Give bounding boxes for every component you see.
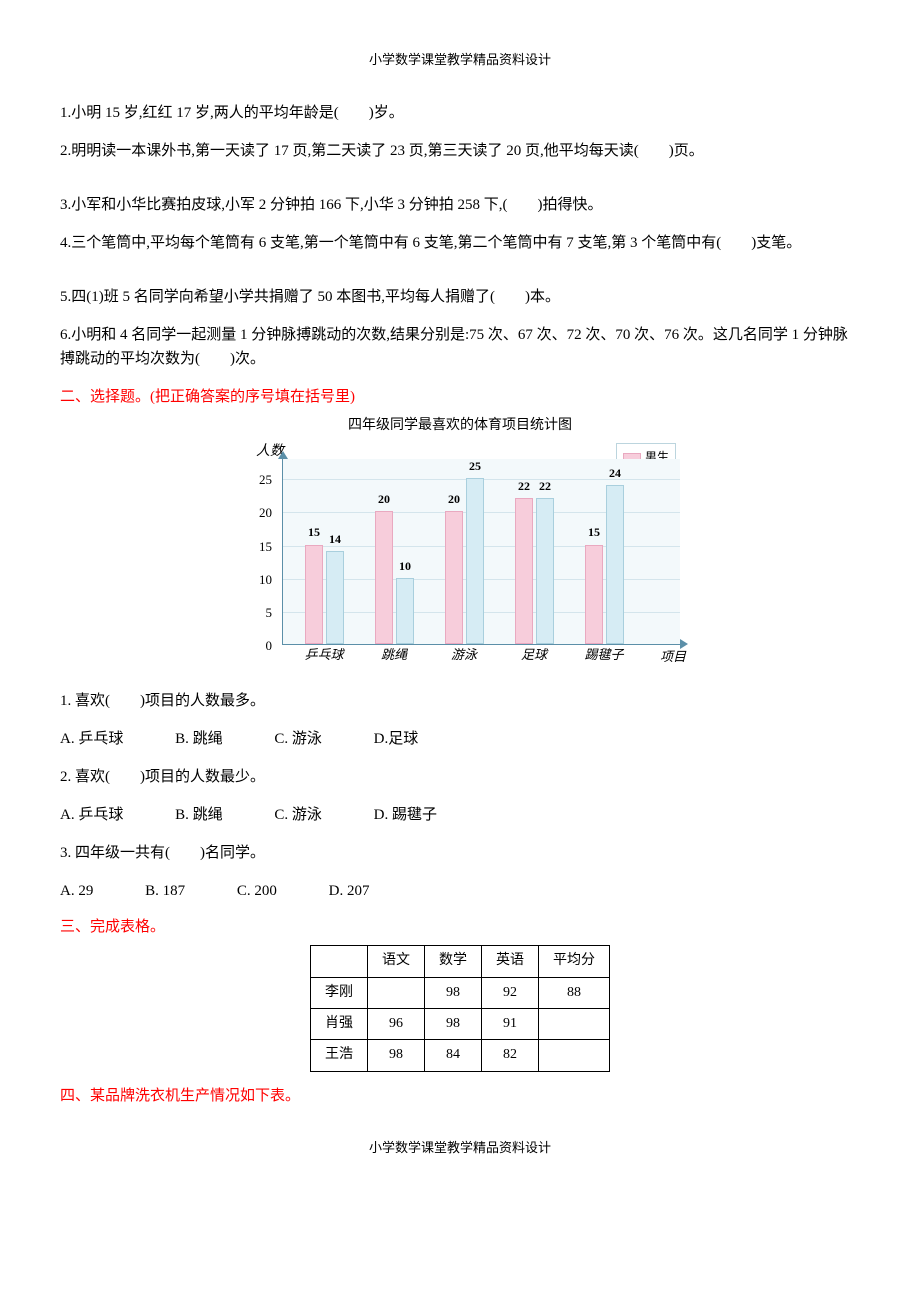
mc3-opt-a[interactable]: A. 29: [60, 879, 93, 903]
question-5: 5.四(1)班 5 名同学向希望小学共捐赠了 50 本图书,平均每人捐赠了( )…: [60, 285, 860, 309]
chart-xlabel: 项目: [660, 647, 686, 668]
mc-question-3: 3. 四年级一共有( )名同学。: [60, 841, 860, 865]
x-category-label: 踢毽子: [577, 645, 631, 666]
bar-female: [326, 551, 344, 644]
mc1-opt-b[interactable]: B. 跳绳: [175, 727, 223, 751]
bar-female: [606, 485, 624, 644]
mc2-options: A. 乒乓球 B. 跳绳 C. 游泳 D. 踢毽子: [60, 803, 860, 827]
table-header-cell: 平均分: [539, 946, 610, 977]
table-row: 王浩988482: [311, 1040, 610, 1071]
mc3-opt-b[interactable]: B. 187: [145, 879, 185, 903]
page-header: 小学数学课堂教学精品资料设计: [60, 50, 860, 71]
section-4-heading: 四、某品牌洗衣机生产情况如下表。: [60, 1084, 860, 1108]
mc3-options: A. 29 B. 187 C. 200 D. 207: [60, 879, 860, 903]
mc1-opt-d[interactable]: D.足球: [374, 727, 419, 751]
mc2-opt-a[interactable]: A. 乒乓球: [60, 803, 123, 827]
table-cell: 88: [539, 977, 610, 1008]
mc2-opt-d[interactable]: D. 踢毽子: [374, 803, 437, 827]
table-cell: [539, 1040, 610, 1071]
table-header-cell: 英语: [482, 946, 539, 977]
section-2-heading: 二、选择题。(把正确答案的序号填在括号里): [60, 385, 860, 409]
mc1-options: A. 乒乓球 B. 跳绳 C. 游泳 D.足球: [60, 727, 860, 751]
bar-male: [305, 545, 323, 645]
table-row: 李刚 989288: [311, 977, 610, 1008]
question-2: 2.明明读一本课外书,第一天读了 17 页,第二天读了 23 页,第三天读了 2…: [60, 139, 860, 163]
mc1-opt-c[interactable]: C. 游泳: [274, 727, 322, 751]
table-header-cell: [311, 946, 368, 977]
bar-male-value: 15: [579, 523, 609, 542]
question-4: 4.三个笔筒中,平均每个笔筒有 6 支笔,第一个笔筒中有 6 支笔,第二个笔筒中…: [60, 231, 860, 255]
bar-female: [536, 498, 554, 644]
table-cell: 王浩: [311, 1040, 368, 1071]
table-cell: 92: [482, 977, 539, 1008]
mc-question-1: 1. 喜欢( )项目的人数最多。: [60, 689, 860, 713]
mc1-opt-a[interactable]: A. 乒乓球: [60, 727, 123, 751]
table-header-cell: 数学: [425, 946, 482, 977]
question-1: 1.小明 15 岁,红红 17 岁,两人的平均年龄是( )岁。: [60, 101, 860, 125]
y-tick-label: 20: [250, 503, 272, 524]
mc2-opt-c[interactable]: C. 游泳: [274, 803, 322, 827]
table-cell: 91: [482, 1008, 539, 1039]
bar-male: [375, 511, 393, 644]
table-cell: [539, 1008, 610, 1039]
table-cell: 98: [425, 1008, 482, 1039]
mc3-opt-d[interactable]: D. 207: [329, 879, 370, 903]
chart-plot-area: 项目 1514乒乓球2010跳绳2025游泳2222足球1524踢毽子: [282, 459, 680, 645]
chart-body: 人数 男生 女生 项目 1514乒乓球2010跳绳2025游泳2222足球152…: [230, 441, 690, 671]
table-row: 肖强969891: [311, 1008, 610, 1039]
bar-male-value: 20: [369, 490, 399, 509]
bar-male: [445, 511, 463, 644]
table-header-row: 语文数学英语平均分: [311, 946, 610, 977]
table-cell: 82: [482, 1040, 539, 1071]
x-category-label: 足球: [507, 645, 561, 666]
scores-table: 语文数学英语平均分李刚989288肖强969891王浩988482: [310, 945, 610, 1072]
mc2-opt-b[interactable]: B. 跳绳: [175, 803, 223, 827]
table-cell: 98: [425, 977, 482, 1008]
mc-question-2: 2. 喜欢( )项目的人数最少。: [60, 765, 860, 789]
x-category-label: 游泳: [437, 645, 491, 666]
section-3-heading: 三、完成表格。: [60, 915, 860, 939]
bar-male: [515, 498, 533, 644]
table-header-cell: 语文: [368, 946, 425, 977]
y-tick-label: 10: [250, 570, 272, 591]
bar-male: [585, 545, 603, 645]
table-cell: 98: [368, 1040, 425, 1071]
bar-female-value: 14: [320, 530, 350, 549]
question-6: 6.小明和 4 名同学一起测量 1 分钟脉搏跳动的次数,结果分别是:75 次、6…: [60, 323, 860, 371]
y-tick-label: 15: [250, 537, 272, 558]
table-cell: [368, 977, 425, 1008]
mc3-opt-c[interactable]: C. 200: [237, 879, 277, 903]
x-category-label: 乒乓球: [297, 645, 351, 666]
y-tick-label: 0: [250, 636, 272, 657]
bar-female-value: 22: [530, 477, 560, 496]
y-tick-label: 5: [250, 603, 272, 624]
x-category-label: 跳绳: [367, 645, 421, 666]
table-cell: 肖强: [311, 1008, 368, 1039]
page-footer: 小学数学课堂教学精品资料设计: [60, 1138, 860, 1159]
table-cell: 96: [368, 1008, 425, 1039]
bar-female-value: 25: [460, 457, 490, 476]
bar-chart: 四年级同学最喜欢的体育项目统计图 人数 男生 女生 项目 1514乒乓球2010…: [230, 415, 690, 671]
table-cell: 84: [425, 1040, 482, 1071]
bar-female-value: 24: [600, 464, 630, 483]
question-3: 3.小军和小华比赛拍皮球,小军 2 分钟拍 166 下,小华 3 分钟拍 258…: [60, 193, 860, 217]
table-cell: 李刚: [311, 977, 368, 1008]
bar-male-value: 20: [439, 490, 469, 509]
bar-female: [396, 578, 414, 644]
y-tick-label: 25: [250, 470, 272, 491]
chart-title: 四年级同学最喜欢的体育项目统计图: [230, 415, 690, 437]
y-arrow-icon: [278, 451, 288, 459]
bar-female-value: 10: [390, 557, 420, 576]
